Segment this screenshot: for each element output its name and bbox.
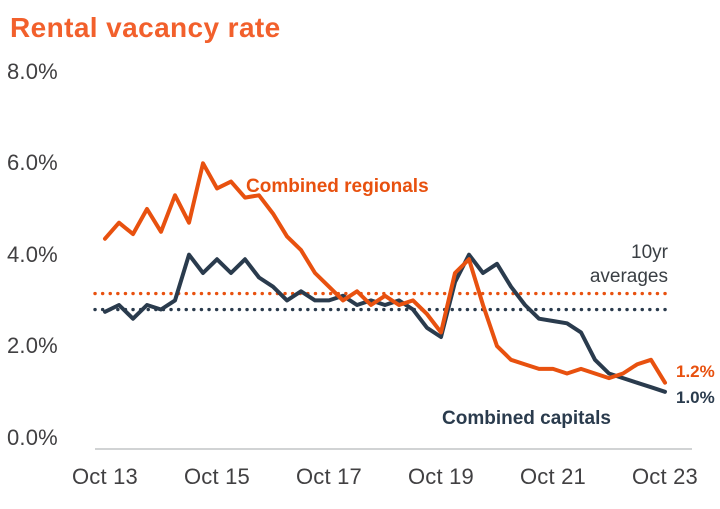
end-value-capitals: 1.0% xyxy=(676,388,715,407)
series-label-capitals: Combined capitals xyxy=(442,408,611,429)
y-tick-label: 6.0% xyxy=(7,150,58,176)
end-value-regionals: 1.2% xyxy=(676,362,715,381)
x-tick-label: Oct 13 xyxy=(71,464,138,489)
x-tick-label: Oct 15 xyxy=(183,464,250,489)
y-tick-label: 4.0% xyxy=(7,241,58,267)
y-tick-label: 0.0% xyxy=(7,424,58,450)
capitals-series-line xyxy=(103,252,667,394)
chart-title: Rental vacancy rate xyxy=(10,12,281,43)
x-tick-label: Oct 23 xyxy=(631,464,698,489)
y-tick-label: 8.0% xyxy=(7,58,58,84)
x-tick-label: Oct 17 xyxy=(295,464,362,489)
regionals-series-line xyxy=(103,161,667,385)
x-tick-label: Oct 21 xyxy=(519,464,586,489)
series-label-regionals: Combined regionals xyxy=(246,176,429,197)
y-tick-label: 2.0% xyxy=(7,333,58,359)
ten-year-averages-label: 10yr averages xyxy=(589,242,668,287)
x-tick-label: Oct 19 xyxy=(407,464,474,489)
